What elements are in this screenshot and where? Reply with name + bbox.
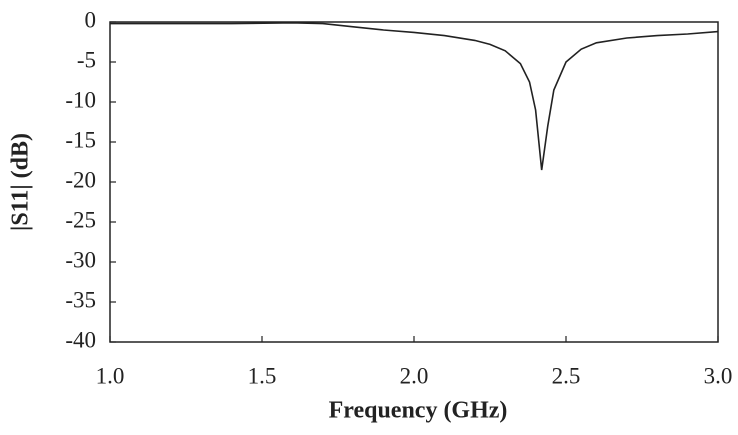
- y-tick-label: -40: [65, 327, 96, 352]
- x-tick-label: 1.0: [96, 363, 125, 388]
- x-axis-label: Frequency (GHz): [329, 398, 508, 424]
- y-tick-label: -20: [65, 167, 96, 192]
- y-tick-label: -5: [77, 47, 96, 72]
- plot-frame: [109, 21, 719, 343]
- y-tick-label: -25: [65, 207, 96, 232]
- y-tick-label: -10: [65, 87, 96, 112]
- y-tick-label: 0: [85, 7, 97, 32]
- y-tick-label: -35: [65, 287, 96, 312]
- x-tick-label: 3.0: [704, 363, 733, 388]
- y-axis-label: |S11| (dB): [8, 133, 34, 231]
- data-line: [110, 21, 719, 171]
- x-tick-label: 1.5: [248, 363, 277, 388]
- x-tick-label: 2.5: [552, 363, 581, 388]
- y-tick-label: -30: [65, 247, 96, 272]
- x-tick-label: 2.0: [400, 363, 429, 388]
- y-tick-label: -15: [65, 127, 96, 152]
